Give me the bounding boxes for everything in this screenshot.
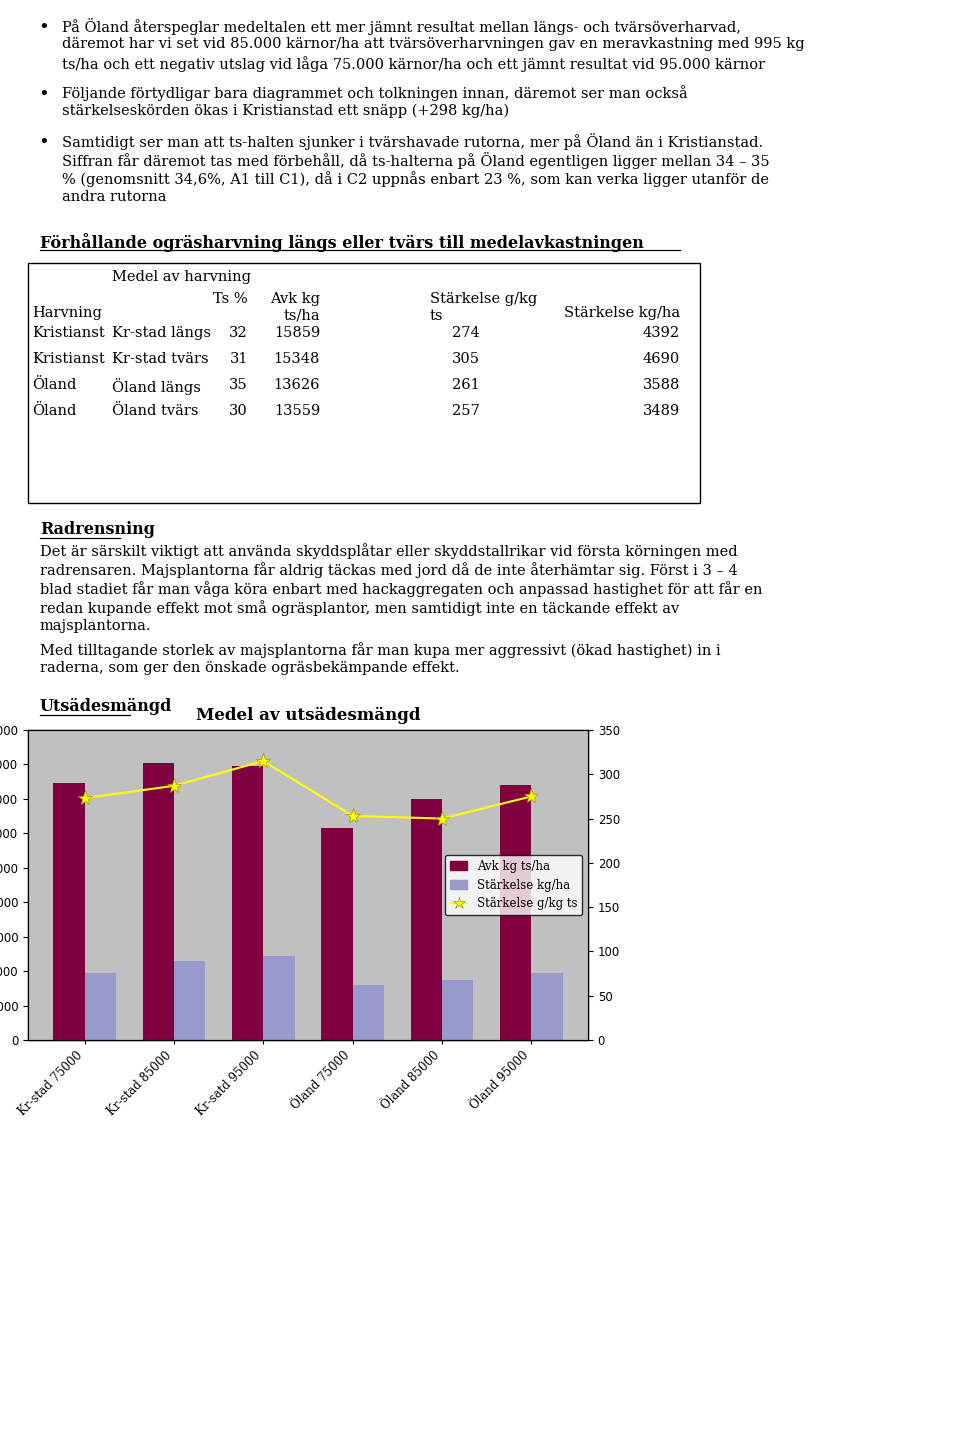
Text: majsplantorna.: majsplantorna.: [40, 619, 152, 632]
Text: Det är särskilt viktigt att använda skyddsplåtar eller skyddstallrikar vid först: Det är särskilt viktigt att använda skyd…: [40, 542, 737, 558]
Text: Öland: Öland: [32, 404, 77, 417]
Text: Öland längs: Öland längs: [112, 378, 201, 395]
Text: radrensaren. Majsplantorna får aldrig täckas med jord då de inte återhämtar sig.: radrensaren. Majsplantorna får aldrig tä…: [40, 563, 737, 577]
Text: 13559: 13559: [274, 404, 320, 417]
Text: Medel av harvning: Medel av harvning: [112, 270, 251, 284]
Text: •: •: [38, 134, 49, 153]
Text: På Öland återspeglar medeltalen ett mer jämnt resultat mellan längs- och tvärsöv: På Öland återspeglar medeltalen ett mer …: [62, 17, 741, 35]
Title: Medel av utsädesmängd: Medel av utsädesmängd: [196, 707, 420, 724]
Text: raderna, som ger den önskade ogräsbekämpande effekt.: raderna, som ger den önskade ogräsbekämp…: [40, 662, 460, 675]
Bar: [84, 973, 116, 1040]
Text: Kristianst: Kristianst: [32, 326, 105, 340]
Text: •: •: [38, 19, 49, 36]
Text: 31: 31: [229, 352, 248, 366]
Text: •: •: [38, 86, 49, 105]
Text: 274: 274: [452, 326, 480, 340]
Bar: [531, 973, 563, 1040]
Text: 3588: 3588: [642, 378, 680, 393]
Text: 32: 32: [229, 326, 248, 340]
Bar: [174, 961, 205, 1040]
Text: 15348: 15348: [274, 352, 320, 366]
Bar: [28, 263, 700, 503]
Text: Kr-stad tvärs: Kr-stad tvärs: [112, 352, 208, 366]
Bar: [28, 730, 588, 1040]
Text: Ts %: Ts %: [213, 292, 248, 305]
Bar: [322, 829, 352, 1040]
Text: 305: 305: [452, 352, 480, 366]
Bar: [411, 798, 442, 1040]
Text: ts/ha och ett negativ utslag vid låga 75.000 kärnor/ha och ett jämnt resultat vi: ts/ha och ett negativ utslag vid låga 75…: [62, 57, 765, 71]
Text: Samtidigt ser man att ts-halten sjunker i tvärshavade rutorna, mer på Öland än i: Samtidigt ser man att ts-halten sjunker …: [62, 132, 763, 150]
Text: andra rutorna: andra rutorna: [62, 190, 166, 204]
Text: 4690: 4690: [643, 352, 680, 366]
Text: Avk kg
ts/ha: Avk kg ts/ha: [270, 292, 320, 323]
Text: Stärkelse kg/ha: Stärkelse kg/ha: [564, 305, 680, 320]
Text: Öland: Öland: [32, 378, 77, 393]
Text: 13626: 13626: [274, 378, 320, 393]
Text: Stärkelse g/kg
ts: Stärkelse g/kg ts: [430, 292, 538, 323]
Bar: [500, 785, 531, 1040]
Bar: [442, 980, 473, 1040]
Text: redan kupande effekt mot små ogräsplantor, men samtidigt inte en täckande effekt: redan kupande effekt mot små ogräsplanto…: [40, 601, 680, 616]
Text: blad stadiet får man våga köra enbart med hackaggregaten och anpassad hastighet : blad stadiet får man våga köra enbart me…: [40, 582, 762, 598]
Text: Siffran får däremot tas med förbehåll, då ts-halterna på Öland egentligen ligger: Siffran får däremot tas med förbehåll, d…: [62, 153, 770, 169]
Text: 257: 257: [452, 404, 480, 417]
Text: % (genomsnitt 34,6%, A1 till C1), då i C2 uppnås enbart 23 %, som kan verka ligg: % (genomsnitt 34,6%, A1 till C1), då i C…: [62, 172, 769, 188]
Text: Kristianst: Kristianst: [32, 352, 105, 366]
Bar: [232, 766, 263, 1040]
Text: stärkelseskörden ökas i Kristianstad ett snäpp (+298 kg/ha): stärkelseskörden ökas i Kristianstad ett…: [62, 105, 509, 118]
Text: Öland tvärs: Öland tvärs: [112, 404, 199, 417]
Text: Förhållande ogräsharvning längs eller tvärs till medelavkastningen: Förhållande ogräsharvning längs eller tv…: [40, 233, 644, 252]
Text: Utsädesmängd: Utsädesmängd: [40, 698, 173, 715]
Bar: [263, 955, 295, 1040]
Text: 15859: 15859: [274, 326, 320, 340]
Text: 4392: 4392: [643, 326, 680, 340]
Bar: [54, 784, 84, 1040]
Text: Radrensning: Radrensning: [40, 521, 155, 538]
Legend: Avk kg ts/ha, Stärkelse kg/ha, Stärkelse g/kg ts: Avk kg ts/ha, Stärkelse kg/ha, Stärkelse…: [445, 855, 582, 915]
Text: Med tilltagande storlek av majsplantorna får man kupa mer aggressivt (ökad hasti: Med tilltagande storlek av majsplantorna…: [40, 643, 721, 657]
Bar: [143, 763, 174, 1040]
Text: Följande förtydligar bara diagrammet och tolkningen innan, däremot ser man också: Följande förtydligar bara diagrammet och…: [62, 84, 687, 100]
Text: 261: 261: [452, 378, 480, 393]
Bar: [352, 984, 384, 1040]
Text: 30: 30: [229, 404, 248, 417]
Text: däremot har vi set vid 85.000 kärnor/ha att tvärsöverharvningen gav en meravkast: däremot har vi set vid 85.000 kärnor/ha …: [62, 36, 804, 51]
Text: Harvning: Harvning: [32, 305, 102, 320]
Text: 35: 35: [229, 378, 248, 393]
Text: Kr-stad längs: Kr-stad längs: [112, 326, 211, 340]
Text: 3489: 3489: [643, 404, 680, 417]
